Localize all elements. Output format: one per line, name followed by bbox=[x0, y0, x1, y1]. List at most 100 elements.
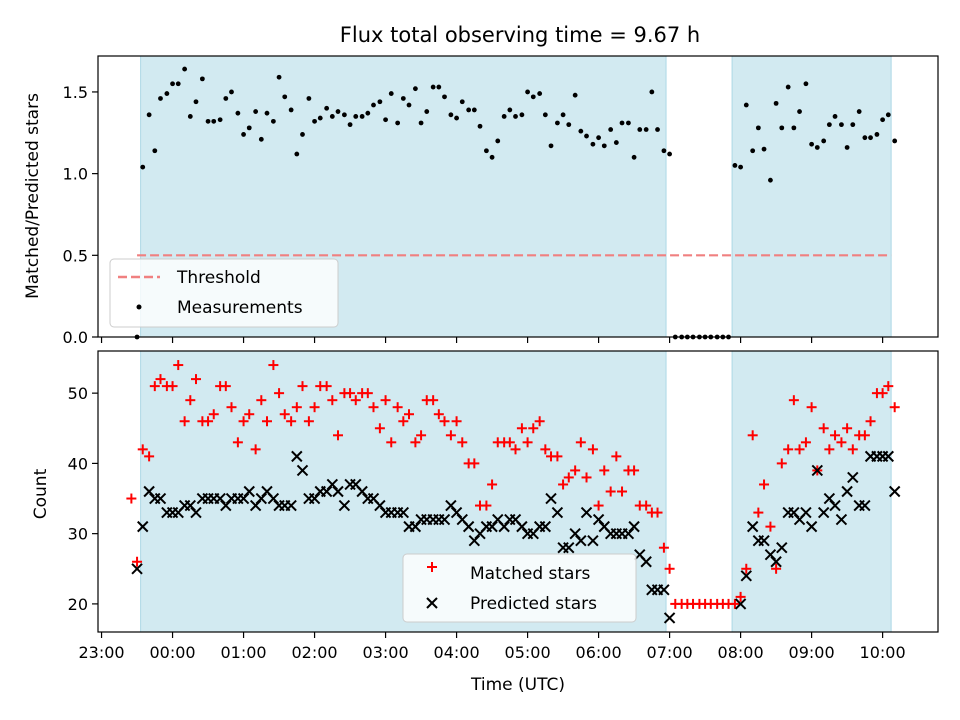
measurement-point bbox=[193, 99, 199, 105]
measurement-point bbox=[803, 81, 809, 87]
matched-star-point bbox=[800, 437, 811, 448]
matched-star-point bbox=[173, 360, 184, 371]
top-ytick-label: 0.5 bbox=[63, 246, 88, 265]
matched-star-point bbox=[279, 409, 290, 420]
measurement-point bbox=[578, 128, 584, 134]
xtick-label: 10:00 bbox=[860, 643, 906, 662]
matched-star-point bbox=[469, 458, 480, 469]
predicted-star-point bbox=[291, 450, 303, 463]
measurement-point bbox=[175, 81, 181, 87]
matched-star-point bbox=[203, 416, 214, 427]
matched-star-point bbox=[629, 465, 640, 476]
matched-star-point bbox=[167, 381, 178, 392]
xtick-label: 02:00 bbox=[292, 643, 338, 662]
measurement-point bbox=[773, 100, 779, 106]
predicted-star-point bbox=[575, 534, 587, 547]
measurement-point bbox=[477, 123, 483, 129]
matched-star-point bbox=[291, 402, 302, 413]
measurement-point bbox=[655, 127, 660, 132]
matched-star-point bbox=[250, 444, 261, 455]
measurement-point bbox=[501, 114, 507, 119]
matched-star-point bbox=[599, 465, 610, 476]
predicted-star-point bbox=[539, 520, 552, 533]
measurement-point bbox=[743, 102, 749, 108]
measurement-point bbox=[270, 118, 276, 124]
measurement-point bbox=[732, 163, 738, 168]
bottom-ytick-label: 30 bbox=[68, 525, 88, 544]
measurement-point bbox=[584, 133, 589, 139]
matched-star-point bbox=[404, 409, 415, 420]
measurement-point bbox=[329, 114, 335, 119]
measurement-point bbox=[258, 136, 264, 142]
bottom-panel: 20 30 40 50 23:00 00:00 01:00 02:00 03:00 04:00 0… bbox=[31, 350, 939, 695]
measurement-point bbox=[140, 164, 146, 170]
measurement-point bbox=[874, 132, 880, 137]
measurement-point bbox=[229, 89, 234, 95]
matched-star-point bbox=[652, 507, 663, 518]
matched-star-point bbox=[244, 409, 255, 420]
matched-star-point bbox=[605, 486, 616, 497]
matched-star-point bbox=[226, 402, 237, 413]
matched-star-point bbox=[179, 416, 190, 427]
chart-title: Flux total observing time = 9.67 h bbox=[340, 23, 700, 47]
predicted-star-point bbox=[800, 506, 812, 519]
measurement-point bbox=[282, 94, 288, 100]
predicted-star-point bbox=[462, 520, 475, 533]
matched-star-point bbox=[522, 437, 533, 448]
matched-star-point bbox=[641, 500, 652, 511]
matched-star-point bbox=[563, 472, 574, 483]
measurement-point bbox=[613, 140, 619, 145]
top-panel: 0.0 0.5 1.0 1.5 Matched/Predicted stars Thr… bbox=[23, 55, 939, 347]
matched-star-point bbox=[256, 395, 267, 406]
bottom-y-axis-label: Count bbox=[31, 468, 51, 519]
measurement-point bbox=[317, 115, 323, 121]
bottom-legend-box bbox=[402, 553, 637, 623]
predicted-star-point bbox=[563, 541, 575, 554]
matched-star-point bbox=[575, 437, 586, 448]
top-y-axis-label: Matched/Predicted stars bbox=[23, 93, 43, 299]
matched-star-point bbox=[380, 395, 391, 406]
matched-star-point bbox=[220, 381, 231, 392]
measurement-point bbox=[631, 154, 637, 160]
measurement-point bbox=[649, 89, 655, 95]
measurement-point bbox=[264, 110, 270, 116]
measurement-point bbox=[596, 135, 601, 141]
measurement-point bbox=[826, 122, 832, 128]
xtick-label: 05:00 bbox=[505, 643, 551, 662]
measurement-point bbox=[164, 91, 170, 96]
predicted-star-point bbox=[332, 485, 344, 498]
matched-star-point bbox=[333, 430, 343, 441]
xtick-label: 03:00 bbox=[363, 643, 409, 662]
matched-star-point bbox=[794, 444, 805, 455]
matched-star-point bbox=[741, 563, 752, 574]
predicted-star-point bbox=[817, 506, 830, 519]
measurement-point bbox=[448, 112, 454, 118]
predicted-star-point bbox=[296, 464, 309, 477]
measurement-point bbox=[436, 84, 442, 90]
legend-predicted-swatch bbox=[426, 597, 438, 609]
measurement-point bbox=[844, 145, 850, 150]
bottom-ytick-label: 50 bbox=[68, 384, 88, 403]
matched-star-point bbox=[261, 416, 272, 427]
measurement-point bbox=[892, 138, 898, 144]
matched-star-point bbox=[309, 402, 320, 413]
measurement-point bbox=[507, 107, 513, 113]
measurement-point bbox=[388, 91, 394, 96]
measurement-point bbox=[555, 120, 560, 126]
measurement-point bbox=[868, 135, 873, 141]
matched-star-point bbox=[516, 423, 527, 434]
matched-star-point bbox=[149, 381, 160, 392]
measurement-point bbox=[395, 120, 401, 126]
matched-star-point bbox=[374, 423, 385, 434]
top-ytick-label: 1.5 bbox=[63, 83, 88, 102]
measurement-point bbox=[661, 148, 667, 154]
matched-star-point bbox=[238, 416, 249, 427]
matched-star-point bbox=[504, 437, 515, 448]
measurement-point bbox=[300, 132, 305, 137]
matched-star-point bbox=[587, 444, 598, 455]
measurement-point bbox=[418, 120, 424, 126]
matched-star-point bbox=[540, 444, 551, 455]
matched-star-point bbox=[428, 395, 439, 406]
measurement-point bbox=[667, 151, 672, 157]
measurement-point bbox=[246, 125, 252, 131]
